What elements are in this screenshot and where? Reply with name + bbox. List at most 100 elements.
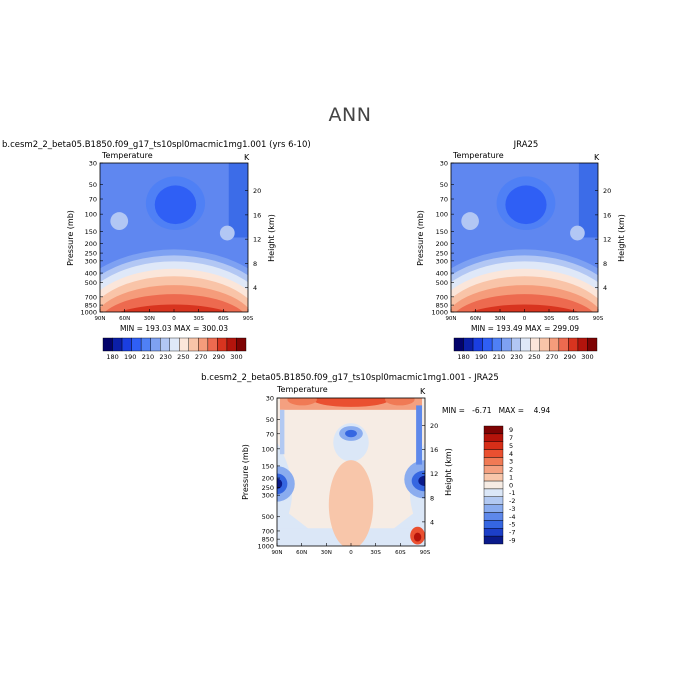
y2-tick-label: 4 (253, 284, 257, 292)
colorbar-box (198, 337, 209, 352)
contour-band (277, 478, 283, 490)
y-tick-label: 250 (262, 484, 274, 492)
contour-field (100, 163, 248, 312)
y-tick-label: 50 (89, 181, 97, 189)
y-axis-label: Pressure (mb) (416, 210, 425, 266)
colorbar-box (558, 337, 569, 352)
contour-band (385, 398, 415, 406)
y2-tick-label: 12 (253, 236, 261, 244)
x-tick-label: 60N (470, 316, 481, 322)
colorbar-box (131, 337, 142, 352)
colorbar-label: 300 (230, 353, 242, 361)
colorbar-box (520, 337, 531, 352)
colorbar-box (483, 441, 504, 450)
x-tick-label: 0 (172, 316, 176, 322)
contour-field (277, 398, 425, 546)
y2-axis-label: Height (km) (267, 214, 276, 262)
y-tick-label: 70 (89, 196, 97, 204)
contour-band (461, 212, 479, 231)
contour-band (279, 409, 285, 455)
colorbar-label: 270 (546, 353, 558, 361)
colorbar-box (483, 433, 504, 442)
contour-band (418, 475, 425, 487)
colorbar-box (482, 337, 493, 352)
x-tick-label: 90N (271, 550, 282, 556)
y2-tick-label: 8 (430, 494, 434, 502)
colorbar-box (121, 337, 132, 352)
y-tick-label: 400 (436, 270, 448, 278)
x-tick-label: 90S (593, 316, 604, 322)
contour-band (228, 163, 248, 238)
panel-unit-label: K (594, 153, 600, 162)
panel-unit-label: K (420, 387, 426, 396)
y2-tick-label: 12 (430, 470, 438, 478)
panel-difference: b.cesm2_2_beta05.B1850.f09_g17_ts10spl0m… (201, 373, 550, 556)
y-tick-label: 200 (436, 240, 448, 248)
colorbar-box (179, 337, 189, 352)
colorbar-label: -2 (509, 497, 515, 505)
y2-axis-label: Height (km) (617, 214, 626, 262)
colorbar-box (483, 473, 504, 482)
x-tick-label: 90N (445, 316, 456, 322)
colorbar-box (169, 337, 180, 352)
y-tick-label: 700 (436, 293, 448, 301)
colorbar-box (483, 520, 504, 529)
colorbar-box (483, 504, 504, 513)
colorbar-box (472, 337, 483, 352)
contour-band (312, 398, 390, 407)
panel-run-label: b.cesm2_2_beta05.B1850.f09_g17_ts10spl0m… (201, 373, 499, 383)
colorbar-box (483, 480, 504, 490)
colorbar-label: 3 (509, 458, 513, 466)
colorbar-label: 1 (509, 473, 513, 481)
y2-tick-label: 4 (430, 518, 434, 526)
x-tick-label: 30N (144, 316, 155, 322)
y-tick-label: 700 (262, 527, 274, 535)
colorbar-label: 5 (509, 442, 513, 450)
colorbar-box (483, 449, 504, 458)
y-tick-label: 250 (85, 250, 97, 258)
y-tick-label: 300 (436, 257, 448, 265)
colorbar-label: -3 (509, 505, 515, 513)
colorbar-label: 0 (509, 481, 513, 489)
y2-tick-label: 4 (603, 284, 607, 292)
y-tick-label: 850 (436, 302, 448, 310)
colorbar-label: -1 (509, 489, 515, 497)
colorbar-box (549, 337, 560, 352)
colorbar-label: 9 (509, 426, 513, 434)
y-tick-label: 500 (262, 513, 274, 521)
y-tick-label: 30 (89, 160, 97, 168)
colorbar-label: 7 (509, 434, 513, 442)
y-tick-label: 1000 (431, 309, 448, 317)
y2-tick-label: 16 (603, 211, 611, 219)
contour-band (219, 225, 235, 241)
colorbar-label: 190 (475, 353, 487, 361)
contour-band (413, 532, 422, 542)
y-axis-label: Pressure (mb) (66, 210, 75, 266)
x-tick-label: 0 (349, 550, 353, 556)
panel-variable-label: Temperature (101, 151, 153, 160)
colorbar-label: 230 (159, 353, 171, 361)
colorbar-box (453, 337, 464, 352)
x-tick-label: 90S (420, 550, 431, 556)
colorbar-label: 250 (177, 353, 189, 361)
colorbar-label: -5 (509, 521, 515, 529)
contour-band (505, 185, 547, 225)
colorbar-box (226, 337, 237, 352)
colorbar-box (140, 337, 151, 352)
colorbar-box (463, 337, 474, 352)
y-tick-label: 150 (436, 228, 448, 236)
colorbar-box (217, 337, 228, 352)
contour-band (345, 429, 357, 438)
panel-variable-label: Temperature (276, 385, 328, 394)
colorbar-box (511, 337, 521, 352)
y-tick-label: 500 (85, 279, 97, 287)
colorbar-box (483, 496, 504, 505)
colorbar-label: 290 (564, 353, 576, 361)
colorbar-box (188, 337, 199, 352)
y-tick-label: 1000 (80, 309, 97, 317)
x-tick-label: 90N (94, 316, 105, 322)
colorbar-label: 290 (213, 353, 225, 361)
contour-band (110, 212, 129, 231)
colorbar-box (587, 337, 598, 352)
